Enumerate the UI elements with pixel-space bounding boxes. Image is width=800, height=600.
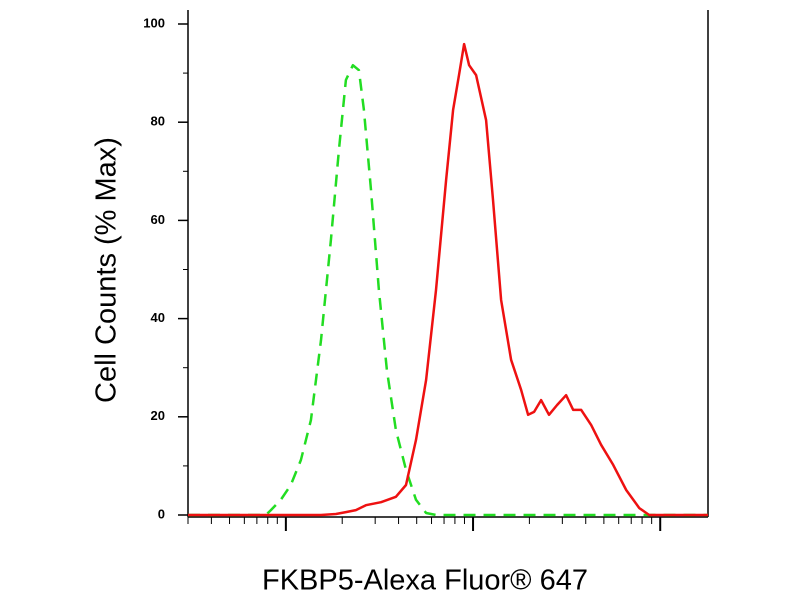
y-tick-label: 0 [158, 506, 165, 521]
y-tick-label: 60 [151, 212, 165, 227]
y-tick-label: 100 [143, 15, 165, 30]
series-line [188, 42, 708, 517]
y-tick-label: 20 [151, 408, 165, 423]
y-tick-label: 80 [151, 114, 165, 129]
series-line [188, 63, 708, 517]
x-axis-title: FKBP5-Alexa Fluor® 647 [262, 565, 588, 597]
y-tick-label: 40 [151, 310, 165, 325]
y-axis-title: Cell Counts (% Max) [91, 137, 123, 403]
